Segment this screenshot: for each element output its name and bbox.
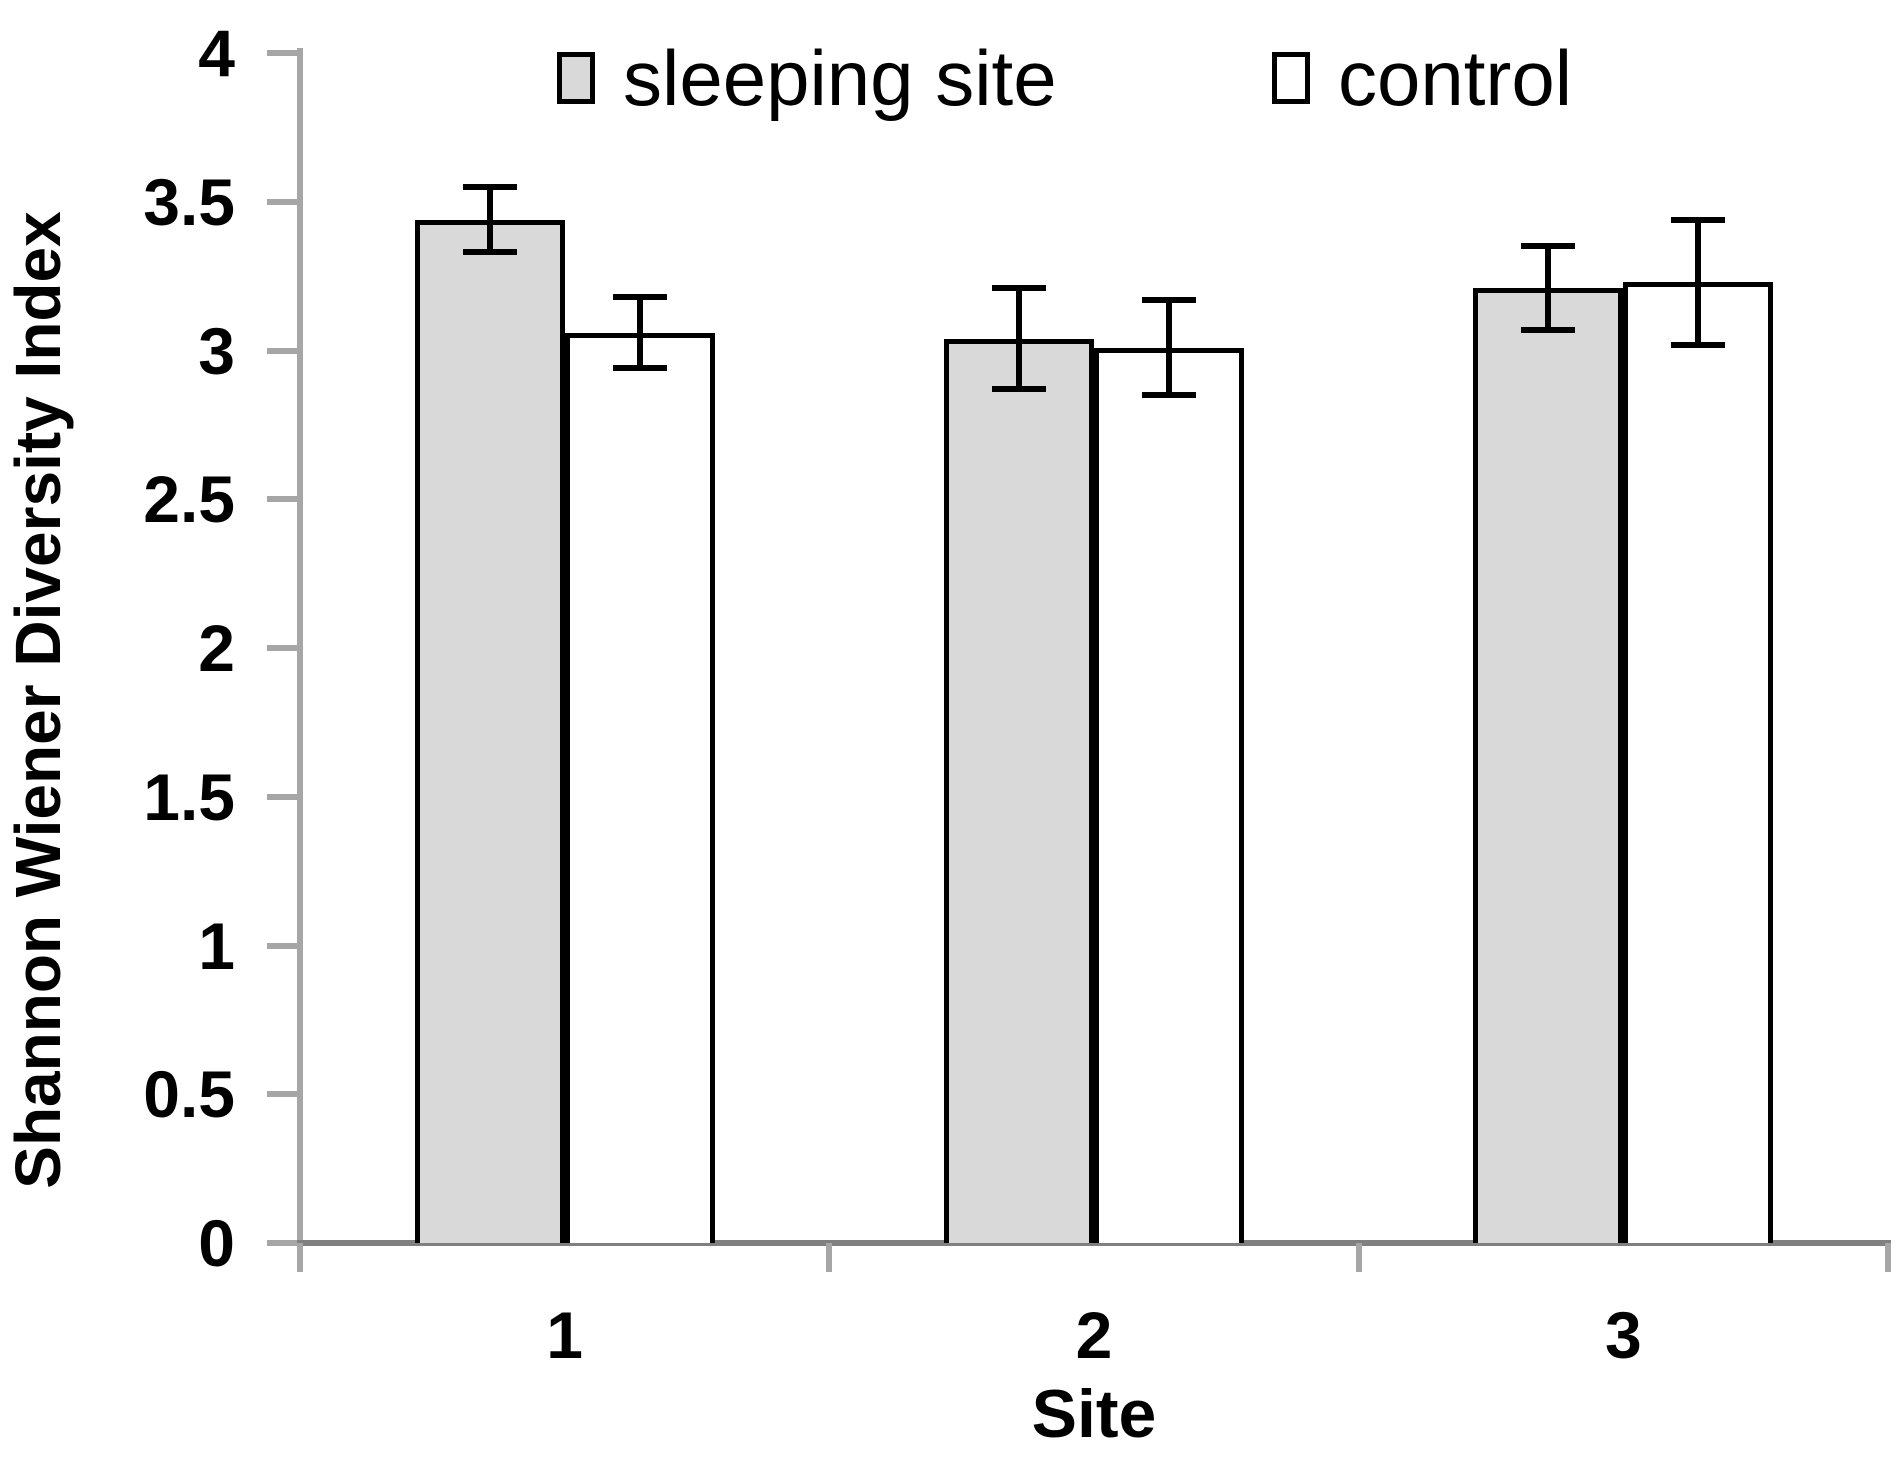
error-bar-line-site3-control <box>1695 219 1702 345</box>
y-tick-2 <box>267 645 300 651</box>
y-tick-1.5 <box>267 793 300 800</box>
y-tick-label-1: 1 <box>198 908 235 983</box>
x-category-label-1: 1 <box>546 1298 584 1372</box>
bar-site3-sleeping-site <box>1473 288 1624 1243</box>
bar-site2-sleeping-site <box>944 338 1094 1243</box>
error-bar-cap-top-site1-sleeping-site <box>462 183 517 190</box>
y-tick-label-2.5: 2.5 <box>143 462 235 537</box>
sleeping-site-legend-label: sleeping site <box>623 34 1057 122</box>
error-bar-cap-bottom-site2-control <box>1142 392 1196 399</box>
x-tick-0 <box>297 1243 303 1272</box>
error-bar-line-site1-sleeping-site <box>486 186 493 253</box>
y-axis-line <box>297 48 303 1272</box>
error-bar-line-site3-sleeping-site <box>1545 246 1552 330</box>
y-tick-0.5 <box>267 1091 300 1098</box>
y-tick-3 <box>267 347 300 354</box>
bar-site1-control <box>564 332 715 1243</box>
y-tick-label-2: 2 <box>198 611 235 685</box>
bar-site1-sleeping-site <box>414 219 565 1243</box>
control-legend-swatch <box>1272 52 1310 104</box>
y-tick-0 <box>267 1240 300 1246</box>
control-legend-label: control <box>1338 34 1573 122</box>
error-bar-line-site2-control <box>1166 299 1172 396</box>
x-category-label-2: 2 <box>1075 1298 1113 1372</box>
error-bar-cap-top-site3-control <box>1671 216 1726 223</box>
error-bar-cap-top-site2-control <box>1142 296 1196 303</box>
y-tick-label-4: 4 <box>198 16 235 90</box>
y-tick-2.5 <box>267 496 300 503</box>
y-tick-1 <box>267 942 300 949</box>
x-tick-2 <box>1355 1243 1362 1272</box>
legend-item-control: control <box>1272 34 1573 122</box>
sleeping-site-legend-swatch <box>557 52 595 104</box>
error-bar-cap-bottom-site2-sleeping-site <box>992 386 1046 393</box>
x-axis-title: Site <box>1031 1376 1157 1452</box>
error-bar-cap-top-site1-control <box>612 293 667 300</box>
y-tick-4 <box>267 50 300 56</box>
error-bar-cap-bottom-site3-control <box>1671 341 1726 348</box>
error-bar-cap-top-site2-sleeping-site <box>992 285 1046 292</box>
y-tick-label-1.5: 1.5 <box>143 759 235 834</box>
bar-site2-control <box>1094 347 1244 1243</box>
y-tick-label-0.5: 0.5 <box>143 1057 235 1132</box>
y-tick-label-0: 0 <box>198 1206 235 1280</box>
error-bar-cap-bottom-site3-sleeping-site <box>1521 326 1576 333</box>
error-bar-cap-top-site3-sleeping-site <box>1521 243 1576 250</box>
y-tick-3.5 <box>267 198 300 205</box>
error-bar-cap-bottom-site1-control <box>612 365 667 372</box>
x-tick-3 <box>1885 1243 1891 1272</box>
error-bar-line-site2-sleeping-site <box>1016 288 1022 390</box>
error-bar-line-site1-control <box>636 296 643 369</box>
bar-site3-control <box>1623 282 1774 1243</box>
x-tick-1 <box>826 1243 833 1272</box>
error-bar-cap-bottom-site1-sleeping-site <box>462 249 517 256</box>
y-tick-label-3.5: 3.5 <box>143 164 235 239</box>
legend-item-sleeping-site: sleeping site <box>557 34 1057 122</box>
x-axis-line <box>297 1240 1891 1246</box>
y-tick-label-3: 3 <box>198 313 235 388</box>
x-category-label-3: 3 <box>1604 1298 1642 1372</box>
